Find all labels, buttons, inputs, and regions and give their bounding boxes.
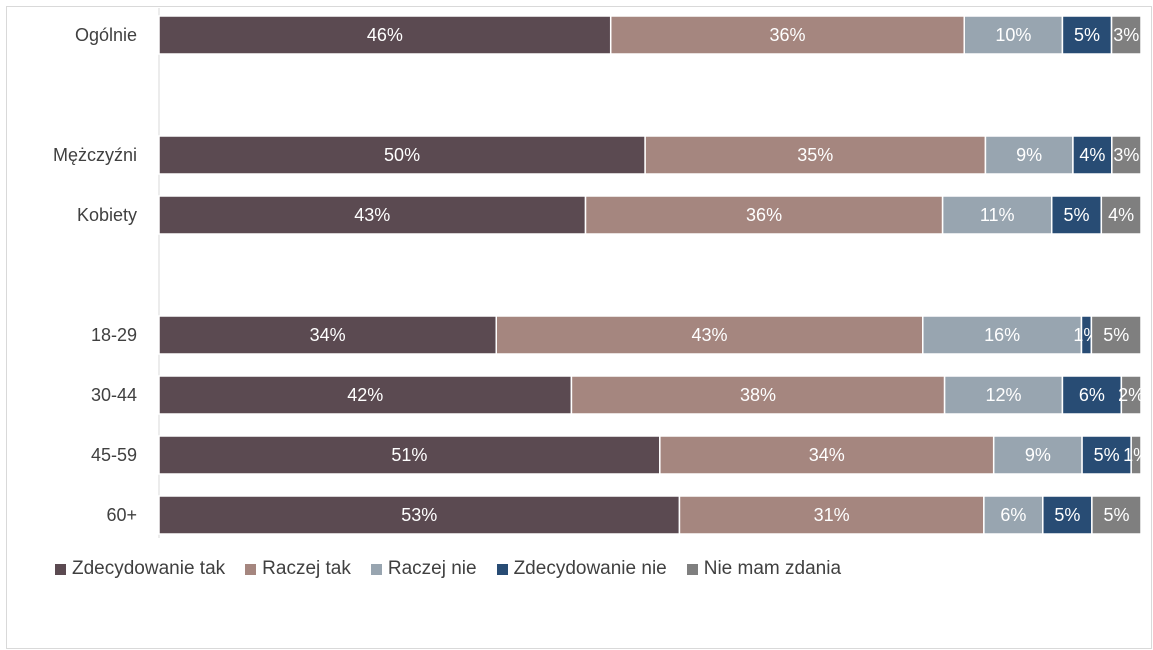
bar-segment xyxy=(1050,195,1103,235)
legend-label: Raczej nie xyxy=(387,558,477,579)
bar-segment xyxy=(992,435,1083,475)
data-label: 51% xyxy=(391,445,427,465)
data-label: 10% xyxy=(995,25,1031,45)
bar-segment xyxy=(570,375,946,415)
data-label: 5% xyxy=(1074,25,1100,45)
category-label: Kobiety xyxy=(77,205,137,225)
category-label: 60+ xyxy=(106,505,137,525)
category-label: Mężczyźni xyxy=(53,145,137,165)
bar-segment xyxy=(983,495,1044,535)
data-label: 53% xyxy=(401,505,437,525)
chart-frame xyxy=(6,6,1152,649)
data-label: 50% xyxy=(384,145,420,165)
data-label: 35% xyxy=(797,145,833,165)
bar-segment xyxy=(495,315,924,355)
legend-item: Raczej tak xyxy=(245,558,351,580)
bar-segment xyxy=(678,495,985,535)
legend-item: Zdecydowanie tak xyxy=(55,558,225,580)
bar-segment xyxy=(941,195,1053,235)
data-label: 38% xyxy=(740,385,776,405)
bar-segment xyxy=(1061,15,1113,55)
bar-segment xyxy=(963,15,1064,55)
bar-segment xyxy=(1100,195,1142,235)
bar-segment xyxy=(644,135,987,175)
legend-label: Zdecydowanie tak xyxy=(72,558,226,579)
data-label: 34% xyxy=(310,325,346,345)
bar-segment xyxy=(158,15,612,55)
data-label: 3% xyxy=(1113,25,1139,45)
data-label: 42% xyxy=(347,385,383,405)
data-label: 36% xyxy=(746,205,782,225)
bar-segment xyxy=(1091,495,1142,535)
bar-segment xyxy=(1042,495,1093,535)
bar-segment xyxy=(1081,435,1132,475)
data-label: 9% xyxy=(1016,145,1042,165)
bar-segment xyxy=(984,135,1074,175)
bar-segment xyxy=(158,135,646,175)
legend-item: Zdecydowanie nie xyxy=(496,558,667,580)
bar-segment xyxy=(158,195,587,235)
data-label: 4% xyxy=(1108,205,1134,225)
data-label: 43% xyxy=(691,325,727,345)
data-label: 5% xyxy=(1094,445,1120,465)
data-label: 12% xyxy=(986,385,1022,405)
bar-segment xyxy=(158,375,573,415)
legend-swatch xyxy=(55,563,66,575)
data-label: 43% xyxy=(354,205,390,225)
legend-label: Zdecydowanie nie xyxy=(513,558,667,579)
category-label: 30-44 xyxy=(91,385,137,405)
bar-segment xyxy=(1110,15,1142,55)
legend-swatch xyxy=(686,563,698,575)
data-label: 11% xyxy=(980,205,1015,225)
category-label: 45-59 xyxy=(91,445,137,465)
data-label: 6% xyxy=(1079,385,1105,405)
bar-segment xyxy=(1090,315,1142,355)
data-label: 5% xyxy=(1103,505,1129,525)
data-label: 4% xyxy=(1079,145,1105,165)
data-label: 6% xyxy=(1000,505,1026,525)
data-label: 5% xyxy=(1054,505,1080,525)
legend-swatch xyxy=(245,563,257,575)
legend-swatch xyxy=(496,563,508,575)
legend-item: Nie mam zdania xyxy=(686,558,842,580)
bar-segment xyxy=(584,195,944,235)
bar-segment xyxy=(943,375,1064,415)
bar-segment xyxy=(1072,135,1113,175)
data-label: 3% xyxy=(1113,145,1139,165)
bar-segment xyxy=(659,435,995,475)
legend-swatch xyxy=(370,563,382,575)
legend-item: Raczej nie xyxy=(370,558,477,580)
legend-label: Raczej tak xyxy=(262,558,351,579)
data-label: 31% xyxy=(814,505,850,525)
data-label: 2% xyxy=(1118,385,1144,405)
legend-label: Nie mam zdania xyxy=(703,558,842,579)
bar-segment xyxy=(1120,375,1142,415)
bar-segment xyxy=(922,315,1083,355)
data-label: 16% xyxy=(984,325,1020,345)
category-label: Ogólnie xyxy=(75,25,137,45)
bar-segment xyxy=(158,315,498,355)
data-label: 9% xyxy=(1025,445,1051,465)
chart-legend: Zdecydowanie tak Raczej tak Raczej nie Zdec… xyxy=(55,558,861,580)
data-label: 36% xyxy=(769,25,805,45)
data-label: 46% xyxy=(367,25,403,45)
bar-segment xyxy=(1130,435,1142,475)
data-label: 5% xyxy=(1103,325,1129,345)
data-label: 5% xyxy=(1064,205,1090,225)
category-label: 18-29 xyxy=(91,325,137,345)
bar-segment xyxy=(158,495,681,535)
data-label: 34% xyxy=(809,445,845,465)
data-label: 1% xyxy=(1123,445,1149,465)
bar-segment xyxy=(1111,135,1142,175)
